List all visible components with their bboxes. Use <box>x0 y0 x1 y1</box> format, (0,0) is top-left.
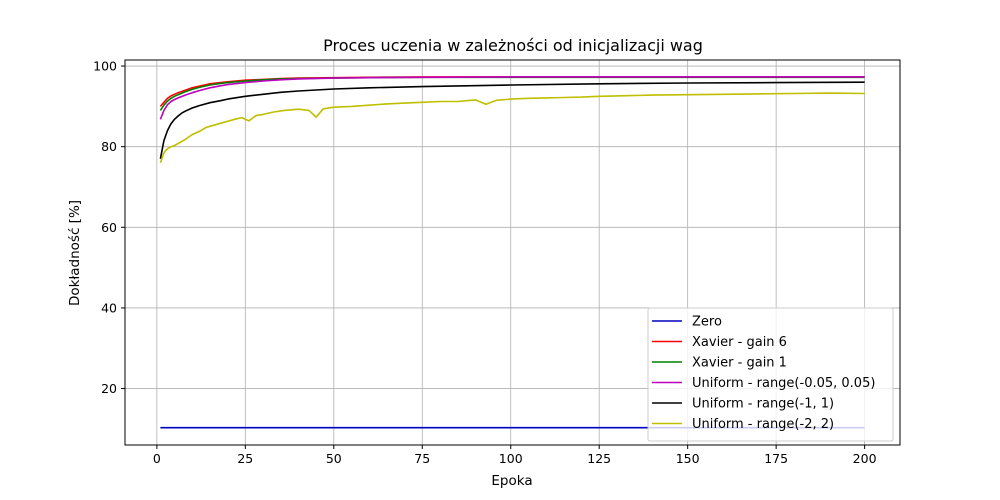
series-lines <box>159 76 865 429</box>
x-tick-label: 150 <box>676 451 700 466</box>
x-tick-label: 0 <box>153 451 161 466</box>
x-tick-label: 50 <box>326 451 342 466</box>
x-axis-ticks: 0 25 50 75 100 125 150 175 200 <box>153 445 877 466</box>
x-tick-label: 200 <box>853 451 877 466</box>
x-tick-label: 175 <box>764 451 788 466</box>
series-line-3 <box>159 76 865 120</box>
y-tick-label: 80 <box>101 139 117 154</box>
chart-title: Proces uczenia w zależności od inicjaliz… <box>323 36 703 55</box>
legend: Zero Xavier - gain 6 Xavier - gain 1 Unifor… <box>647 307 894 442</box>
legend-box <box>647 307 894 442</box>
legend-entry: Uniform - range(-1, 1) <box>692 397 834 412</box>
series-line-5 <box>159 92 865 164</box>
legend-entry: Uniform - range(-2, 2) <box>692 417 834 432</box>
y-tick-label: 60 <box>101 220 117 235</box>
x-tick-label: 75 <box>414 451 430 466</box>
y-axis-ticks: 20 40 60 80 100 <box>93 59 125 396</box>
plot-frame <box>124 59 901 446</box>
x-axis-label: Epoka <box>491 473 532 489</box>
legend-entry: Xavier - gain 6 <box>692 335 787 350</box>
y-tick-label: 40 <box>101 300 117 315</box>
legend-entry: Zero <box>692 315 722 330</box>
y-axis-label: Dokładność [%] <box>67 200 83 306</box>
y-tick-label: 100 <box>93 59 117 74</box>
legend-entry: Xavier - gain 1 <box>692 356 787 371</box>
x-tick-label: 125 <box>587 451 611 466</box>
y-tick-label: 20 <box>101 381 117 396</box>
series-line-4 <box>159 81 865 159</box>
legend-entry: Uniform - range(-0.05, 0.05) <box>692 376 875 391</box>
x-tick-label: 25 <box>237 451 253 466</box>
x-tick-label: 100 <box>499 451 523 466</box>
